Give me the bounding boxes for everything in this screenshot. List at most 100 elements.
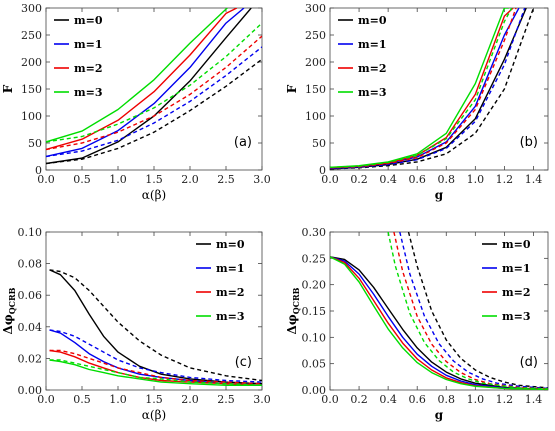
- legend: m=0 m=1 m=2 m=3: [338, 14, 387, 99]
- y-tick-label: 0.20: [302, 279, 327, 292]
- legend-label: m=2: [358, 62, 387, 75]
- chart-panel-d: 0.0 0.2 0.4 0.6 0.8 1.0 1.2 1.4 0.00 0.05 0.10 0.15…: [285, 226, 549, 422]
- y-tick-label: 100: [21, 110, 42, 123]
- legend-label: m=2: [216, 286, 245, 299]
- legend-label: m=1: [74, 38, 103, 51]
- y-tick-label: 0.06: [18, 289, 43, 302]
- x-tick-label: 0.0: [321, 393, 339, 406]
- x-tick-label: 0.5: [73, 393, 91, 406]
- y-tick-label: 0: [319, 164, 326, 177]
- x-tick-label: 1.0: [109, 173, 127, 186]
- x-tick-label: 1.5: [145, 393, 163, 406]
- x-tick-label: 0.4: [379, 393, 397, 406]
- legend-label: m=1: [216, 262, 245, 275]
- series-line-m0-dashed: [407, 232, 548, 389]
- y-tick-label: 0.04: [18, 321, 43, 334]
- x-tick-label: 3.0: [253, 173, 271, 186]
- x-tick-label: 1.5: [145, 173, 163, 186]
- series-line-m0-dashed: [46, 58, 262, 165]
- x-tick-label: 1.0: [109, 393, 127, 406]
- panel-label: (c): [235, 355, 252, 370]
- x-tick-label: 0.2: [350, 393, 368, 406]
- x-tick-label: 2.0: [181, 173, 199, 186]
- panel-label: (b): [520, 135, 538, 150]
- y-axis-label: ΔφQCRB: [1, 287, 17, 334]
- series-line-m3-solid: [46, 8, 228, 143]
- y-axis-label: ΔφQCRB: [285, 287, 301, 334]
- series-line-m3-dashed: [46, 22, 262, 143]
- y-tick-label: 0.02: [18, 352, 43, 365]
- series-line-m1-solid: [49, 329, 262, 386]
- series-line-m2-dashed: [49, 349, 262, 385]
- series-line-m2-solid: [330, 256, 548, 390]
- series-line-m1-dashed: [399, 232, 548, 390]
- y-tick-label: 300: [21, 2, 42, 15]
- legend-label: m=0: [358, 14, 387, 27]
- legend-label: m=0: [216, 238, 245, 251]
- series-line-m1-dashed: [330, 8, 526, 170]
- y-tick-label: 0.05: [302, 358, 327, 371]
- series-group: [330, 8, 535, 170]
- x-tick-label: 3.0: [253, 393, 271, 406]
- chart-panel-c: 0.0 0.5 1.0 1.5 2.0 2.5 3.0 0.00 0.02 0.04 0.06 0.0…: [1, 226, 271, 422]
- y-axis-label: F: [1, 84, 15, 93]
- y-tick-label: 0.10: [18, 226, 43, 239]
- y-axis-label: F: [285, 84, 299, 93]
- series-line-m1-solid: [330, 256, 548, 390]
- x-tick-label: 1.4: [525, 173, 543, 186]
- series-line-m0-dashed: [330, 8, 535, 170]
- series-group: [49, 269, 262, 386]
- x-tick-label: 0.6: [408, 173, 426, 186]
- y-tick-label: 0.15: [302, 305, 327, 318]
- legend-label: m=2: [74, 62, 103, 75]
- y-tick-label: 0.30: [302, 226, 327, 239]
- x-tick-label: 0.0: [37, 393, 55, 406]
- legend: m=0 m=1 m=2 m=3: [54, 14, 103, 99]
- series-line-m3-solid: [330, 8, 509, 168]
- series-line-m3-solid: [49, 359, 262, 386]
- series-line-m1-solid: [46, 8, 245, 158]
- series-line-m0-dashed: [49, 269, 262, 382]
- x-tick-label: 0.8: [438, 173, 456, 186]
- x-tick-label: 2.5: [217, 173, 235, 186]
- series-line-m3-solid: [330, 256, 548, 390]
- y-tick-label: 150: [305, 83, 326, 96]
- x-tick-label: 1.2: [496, 173, 514, 186]
- x-tick-label: 0.0: [37, 173, 55, 186]
- series-line-m1-dashed: [49, 329, 262, 383]
- x-tick-label: 0.4: [379, 173, 397, 186]
- y-tick-label: 0.00: [18, 384, 43, 397]
- x-tick-label: 0.8: [438, 393, 456, 406]
- y-tick-label: 200: [305, 56, 326, 69]
- legend: m=0 m=1 m=2 m=3: [196, 238, 245, 323]
- legend-label: m=3: [358, 86, 387, 99]
- x-axis-label: g: [435, 188, 444, 202]
- x-tick-label: 0.5: [73, 173, 91, 186]
- y-tick-label: 250: [21, 29, 42, 42]
- series-line-m3-dashed: [387, 232, 548, 390]
- legend-label: m=0: [502, 238, 531, 251]
- y-tick-label: 150: [21, 83, 42, 96]
- x-axis-label: α(β): [142, 408, 166, 422]
- legend-label: m=0: [74, 14, 103, 27]
- x-tick-label: 2.5: [217, 393, 235, 406]
- x-axis-label: α(β): [142, 188, 166, 202]
- series-line-m3-dashed: [330, 8, 513, 168]
- y-axis-label-subscript: QCRB: [7, 287, 17, 314]
- x-tick-label: 0.2: [350, 173, 368, 186]
- series-line-m0-solid: [49, 269, 262, 385]
- legend-label: m=1: [358, 38, 387, 51]
- y-tick-label: 50: [312, 137, 326, 150]
- chart-panel-a: 0.0 0.5 1.0 1.5 2.0 2.5 3.0 0 50 100 150 200 250 300 m…: [1, 2, 271, 202]
- x-axis-label: g: [435, 408, 444, 422]
- x-tick-label: 0.6: [408, 393, 426, 406]
- series-line-m0-solid: [330, 256, 548, 390]
- y-tick-label: 0.00: [302, 384, 327, 397]
- y-axis-label-subscript: QCRB: [291, 287, 301, 314]
- legend-label: m=3: [502, 310, 531, 323]
- y-tick-label: 250: [305, 29, 326, 42]
- series-line-m3-dashed: [49, 359, 262, 386]
- y-tick-label: 0: [35, 164, 42, 177]
- series-line-m2-solid: [46, 8, 238, 151]
- chart-panel-b: 0.0 0.2 0.4 0.6 0.8 1.0 1.2 1.4 0 50 100 150 200 250 3…: [285, 2, 549, 202]
